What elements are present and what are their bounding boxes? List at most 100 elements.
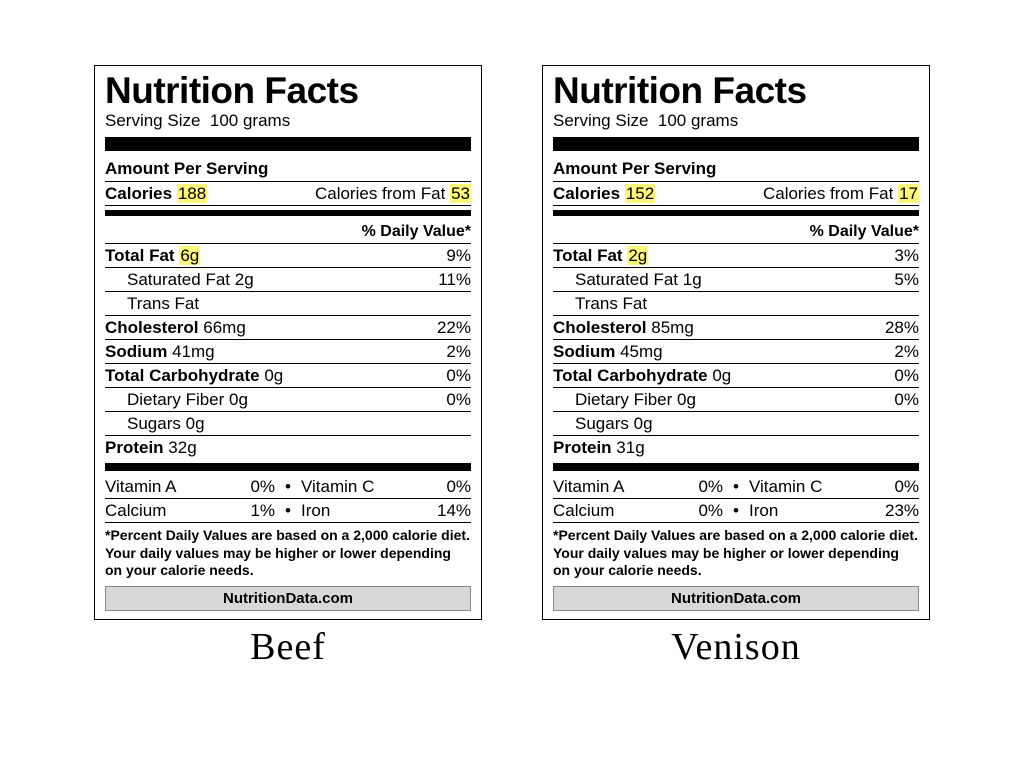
calories-label: Calories [553, 184, 620, 203]
vit-a-label: Vitamin A [553, 477, 625, 497]
dv-header: % Daily Value* [105, 220, 471, 244]
label-title: Nutrition Facts [105, 72, 471, 109]
sugars-value: 0g [634, 414, 653, 433]
panel-venison: Nutrition Facts Serving Size 100 grams A… [542, 65, 930, 666]
fiber-label: Dietary Fiber [127, 390, 224, 409]
row-protein: Protein 31g [553, 436, 919, 459]
vit-c-label: Vitamin C [301, 477, 374, 497]
total-carb-value: 0g [712, 366, 731, 385]
bullet-sep: • [723, 477, 749, 497]
cal-from-fat-value: 53 [450, 184, 471, 203]
row-total-fat: Total Fat 6g 9% [105, 244, 471, 268]
cal-from-fat-label: Calories from Fat [763, 184, 893, 203]
cal-from-fat-label: Calories from Fat [315, 184, 445, 203]
vit-c-label: Vitamin C [749, 477, 822, 497]
total-fat-value: 2g [627, 246, 648, 265]
comparison-container: Nutrition Facts Serving Size 100 grams A… [0, 0, 1024, 666]
total-carb-label: Total Carbohydrate [553, 366, 708, 385]
nutrition-label-venison: Nutrition Facts Serving Size 100 grams A… [542, 65, 930, 620]
fiber-dv: 0% [446, 390, 471, 410]
amount-per-serving: Amount Per Serving [105, 155, 471, 182]
nutrition-label-beef: Nutrition Facts Serving Size 100 grams A… [94, 65, 482, 620]
total-carb-value: 0g [264, 366, 283, 385]
trans-fat-label: Trans Fat [575, 294, 647, 313]
serving-value: 100 grams [658, 111, 738, 130]
divider-thin [553, 210, 919, 216]
sat-fat-value: 1g [683, 270, 702, 289]
serving-value: 100 grams [210, 111, 290, 130]
row-sugars: Sugars 0g [553, 412, 919, 436]
protein-value: 31g [616, 438, 644, 457]
calcium-label: Calcium [553, 501, 614, 521]
sat-fat-label: Saturated Fat [575, 270, 678, 289]
fiber-dv: 0% [894, 390, 919, 410]
vit-a-value: 0% [250, 477, 275, 497]
row-calories: Calories 152 Calories from Fat 17 [553, 182, 919, 206]
bullet-sep: • [723, 501, 749, 521]
sat-fat-label: Saturated Fat [127, 270, 230, 289]
row-vitamins-2: Calcium0% • Iron23% [553, 499, 919, 523]
iron-value: 23% [885, 501, 919, 521]
cholesterol-dv: 22% [437, 318, 471, 338]
fiber-value: 0g [677, 390, 696, 409]
calories-value: 152 [625, 184, 655, 203]
sat-fat-dv: 5% [894, 270, 919, 290]
total-fat-label: Total Fat [553, 246, 623, 265]
footnote-text: *Percent Daily Values are based on a 2,0… [553, 523, 919, 586]
fiber-value: 0g [229, 390, 248, 409]
trans-fat-label: Trans Fat [127, 294, 199, 313]
total-carb-label: Total Carbohydrate [105, 366, 260, 385]
row-sat-fat: Saturated Fat 1g 5% [553, 268, 919, 292]
cholesterol-value: 66mg [203, 318, 246, 337]
source-badge: NutritionData.com [553, 586, 919, 611]
row-trans-fat: Trans Fat [105, 292, 471, 316]
row-sodium: Sodium 45mg 2% [553, 340, 919, 364]
row-fiber: Dietary Fiber 0g 0% [553, 388, 919, 412]
sodium-label: Sodium [553, 342, 615, 361]
divider-mid [553, 463, 919, 471]
vit-a-label: Vitamin A [105, 477, 177, 497]
sodium-dv: 2% [894, 342, 919, 362]
bullet-sep: • [275, 501, 301, 521]
sodium-value: 45mg [620, 342, 663, 361]
dv-header: % Daily Value* [553, 220, 919, 244]
caption-beef: Beef [250, 628, 326, 666]
row-cholesterol: Cholesterol 85mg 28% [553, 316, 919, 340]
row-protein: Protein 32g [105, 436, 471, 459]
row-calories: Calories 188 Calories from Fat 53 [105, 182, 471, 206]
sodium-label: Sodium [105, 342, 167, 361]
row-sat-fat: Saturated Fat 2g 11% [105, 268, 471, 292]
sugars-value: 0g [186, 414, 205, 433]
calories-value: 188 [177, 184, 207, 203]
iron-label: Iron [749, 501, 778, 521]
label-title: Nutrition Facts [553, 72, 919, 109]
cholesterol-value: 85mg [651, 318, 694, 337]
total-carb-dv: 0% [446, 366, 471, 386]
vit-a-value: 0% [698, 477, 723, 497]
serving-prefix: Serving Size [105, 111, 200, 130]
calcium-label: Calcium [105, 501, 166, 521]
footnote-text: *Percent Daily Values are based on a 2,0… [105, 523, 471, 586]
row-sodium: Sodium 41mg 2% [105, 340, 471, 364]
total-fat-dv: 9% [446, 246, 471, 266]
amount-per-serving: Amount Per Serving [553, 155, 919, 182]
divider-mid [105, 463, 471, 471]
fiber-label: Dietary Fiber [575, 390, 672, 409]
caption-venison: Venison [671, 628, 800, 666]
row-vitamins-1: Vitamin A 0% • Vitamin C 0% [553, 475, 919, 499]
row-total-fat: Total Fat 2g 3% [553, 244, 919, 268]
row-total-carb: Total Carbohydrate 0g 0% [553, 364, 919, 388]
sodium-value: 41mg [172, 342, 215, 361]
calcium-value: 1% [250, 501, 275, 521]
total-fat-dv: 3% [894, 246, 919, 266]
row-vitamins-2: Calcium1% • Iron14% [105, 499, 471, 523]
sodium-dv: 2% [446, 342, 471, 362]
protein-label: Protein [553, 438, 612, 457]
row-trans-fat: Trans Fat [553, 292, 919, 316]
row-total-carb: Total Carbohydrate 0g 0% [105, 364, 471, 388]
protein-label: Protein [105, 438, 164, 457]
total-fat-value: 6g [179, 246, 200, 265]
vit-c-value: 0% [894, 477, 919, 497]
protein-value: 32g [168, 438, 196, 457]
divider-thick [553, 137, 919, 151]
